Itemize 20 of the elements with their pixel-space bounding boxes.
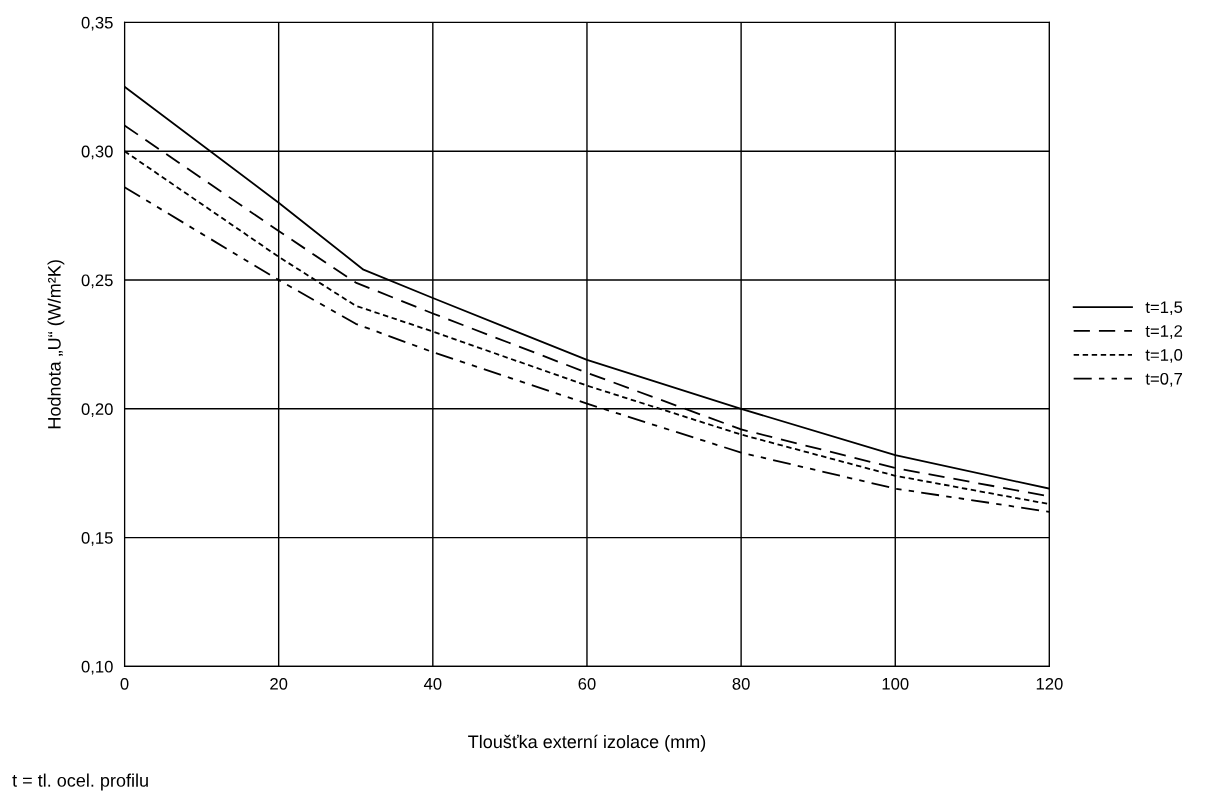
legend-label: t=1,0 — [1145, 349, 1183, 363]
x-axis-title: Tloušťka externí izolace (mm) — [468, 734, 706, 752]
legend-label: t=0,7 — [1145, 372, 1183, 387]
x-tick-label: 20 — [270, 677, 288, 690]
y-tick-label: 0,10 — [81, 660, 113, 675]
x-tick-label: 0 — [120, 677, 129, 690]
legend-label: t=1,2 — [1145, 325, 1183, 339]
text: t = tl. ocel. profilu — [12, 773, 148, 791]
x-tick-label: 120 — [1036, 677, 1063, 690]
x-tick-label: 100 — [882, 677, 909, 690]
y-tick-label: 0,30 — [81, 145, 113, 160]
x-tick-label: 40 — [423, 677, 442, 690]
x-tick-label: 80 — [732, 677, 750, 690]
y-axis-title: Hodnota „U“ (W/m²K) — [47, 260, 65, 429]
y-tick-label: 0,25 — [81, 274, 113, 289]
y-tick-label: 0,20 — [81, 403, 113, 417]
x-tick-label: 60 — [578, 677, 596, 690]
y-tick-label: 0,35 — [81, 16, 113, 31]
y-tick-label: 0,15 — [81, 532, 113, 546]
legend-label: t=1,5 — [1145, 301, 1183, 316]
